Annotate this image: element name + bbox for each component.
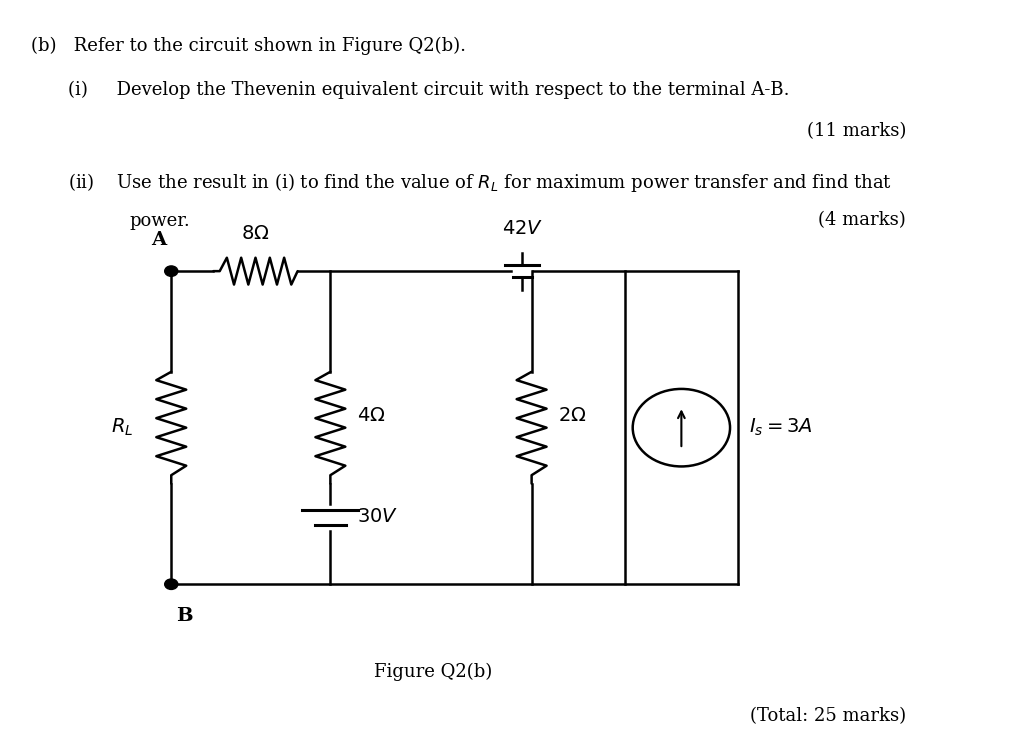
Text: (11 marks): (11 marks): [806, 122, 906, 140]
Text: $4\Omega$: $4\Omega$: [357, 408, 385, 426]
Text: $R_L$: $R_L$: [112, 417, 133, 439]
Text: $30V$: $30V$: [357, 508, 398, 526]
Circle shape: [165, 266, 177, 276]
Text: $42V$: $42V$: [502, 219, 543, 237]
Text: (Total: 25 marks): (Total: 25 marks): [750, 707, 906, 725]
Text: power.: power.: [129, 212, 190, 230]
Text: (ii)    Use the result in (i) to find the value of $R_L$ for maximum power trans: (ii) Use the result in (i) to find the v…: [69, 170, 893, 194]
Text: (i)     Develop the Thevenin equivalent circuit with respect to the terminal A-B: (i) Develop the Thevenin equivalent circ…: [69, 81, 790, 99]
Text: (4 marks): (4 marks): [819, 212, 906, 230]
Text: $I_s= 3A$: $I_s= 3A$: [749, 417, 813, 439]
Text: Figure Q2(b): Figure Q2(b): [374, 662, 492, 680]
Text: $2\Omega$: $2\Omega$: [558, 408, 586, 426]
Circle shape: [165, 579, 177, 590]
Text: $8\Omega$: $8\Omega$: [241, 225, 270, 243]
Text: A: A: [152, 231, 166, 249]
Text: B: B: [175, 607, 193, 625]
Text: (b)   Refer to the circuit shown in Figure Q2(b).: (b) Refer to the circuit shown in Figure…: [31, 36, 466, 55]
